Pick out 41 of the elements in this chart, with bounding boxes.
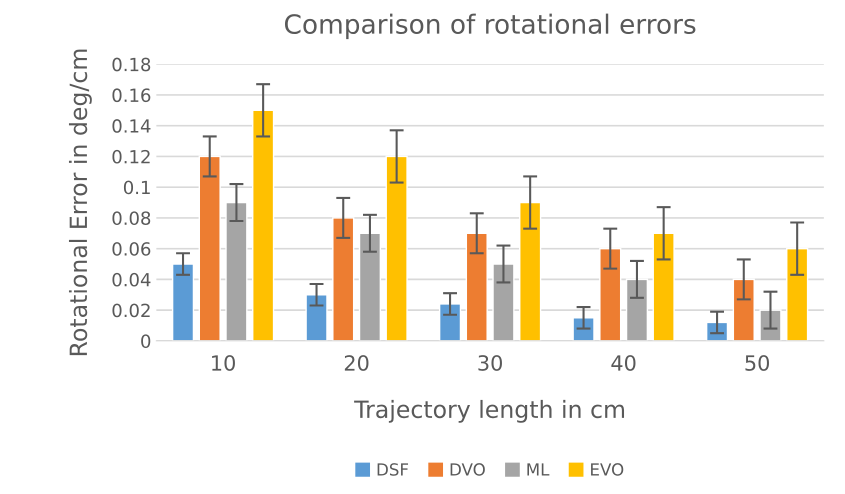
x-tick-label: 50 — [745, 355, 769, 371]
x-axis-title: Trajectory length in cm — [354, 400, 624, 423]
legend-label: DVO — [450, 463, 485, 476]
bar — [172, 263, 194, 341]
y-tick-label: 0.12 — [112, 150, 150, 164]
bar — [786, 248, 808, 341]
bar — [252, 110, 274, 341]
bar — [305, 294, 328, 341]
x-tick-label: 10 — [212, 355, 235, 371]
y-tick-label: 0.04 — [112, 272, 150, 286]
bar — [438, 303, 462, 341]
y-tick-label: 0.02 — [112, 304, 150, 318]
bar — [572, 317, 595, 341]
bar — [732, 278, 755, 341]
bar — [225, 202, 248, 341]
legend-label: EVO — [591, 463, 624, 476]
y-tick-label: 0.08 — [112, 211, 150, 226]
bar — [358, 232, 382, 341]
y-tick-label: 0.06 — [112, 242, 150, 256]
chart-title: Comparison of rotational errors — [284, 14, 696, 40]
bar — [386, 156, 408, 341]
bar — [332, 217, 354, 341]
y-axis-title: Rotational Error in deg/cm — [68, 50, 92, 356]
y-tick-label: 0.16 — [112, 88, 150, 102]
y-tick-label: 0.1 — [124, 180, 150, 194]
x-tick-label: 30 — [478, 355, 502, 371]
bar — [652, 232, 675, 341]
legend-label: DSF — [378, 463, 408, 476]
bar — [626, 278, 648, 341]
y-tick-label: 0.14 — [112, 119, 150, 133]
x-tick-label: 20 — [344, 355, 368, 371]
y-tick-label: 0 — [141, 334, 150, 348]
bar — [466, 232, 488, 341]
bar — [519, 202, 542, 341]
legend-label: ML — [527, 463, 550, 476]
x-tick-label: 40 — [611, 355, 636, 371]
y-tick-label: 0.18 — [112, 58, 150, 72]
bar — [759, 309, 782, 341]
bar — [198, 156, 221, 341]
bar — [492, 263, 515, 341]
bar — [599, 248, 622, 341]
